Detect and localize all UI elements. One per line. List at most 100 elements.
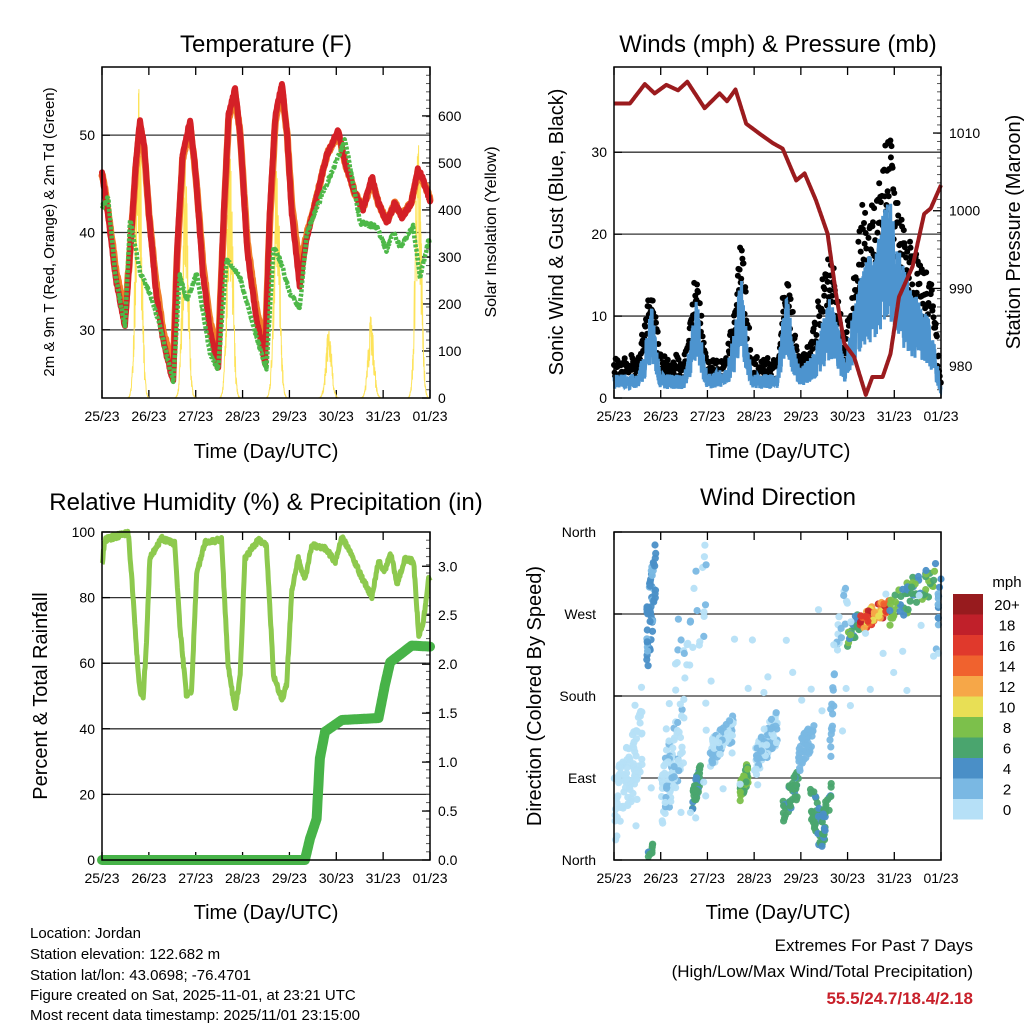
gust-point — [932, 321, 939, 327]
gust-point — [787, 296, 794, 302]
x-tick-label: 31/23 — [366, 870, 401, 886]
direction-ylabel: Direction (Colored By Speed) — [524, 566, 546, 826]
direction-point — [686, 618, 694, 626]
temperature-2m-line — [99, 81, 433, 384]
gust-point — [824, 278, 831, 285]
legend-swatch — [953, 758, 983, 779]
direction-point — [764, 673, 772, 681]
extremes-values: 55.5/24.7/18.4/2.18 — [826, 989, 973, 1008]
direction-point — [891, 598, 900, 606]
direction-point — [744, 684, 752, 693]
direction-point — [914, 572, 923, 581]
gust-point — [649, 297, 656, 304]
direction-point — [658, 817, 666, 825]
gust-point — [885, 193, 892, 200]
gust-point — [858, 261, 865, 268]
y-right-tick-label: 400 — [438, 202, 462, 218]
direction-point — [891, 591, 899, 599]
winds-plot-frame — [613, 66, 942, 399]
direction-point — [752, 765, 760, 773]
direction-point — [623, 763, 631, 772]
direction-point — [838, 727, 847, 735]
direction-point — [934, 594, 942, 603]
gust-point — [820, 308, 827, 315]
footer-location: Location: Jordan — [30, 925, 141, 942]
legend-swatch — [953, 655, 983, 676]
direction-point — [795, 755, 804, 763]
direction-point — [906, 597, 914, 605]
direction-point — [701, 541, 709, 549]
direction-point — [837, 634, 846, 642]
direction-point — [692, 567, 700, 575]
x-tick-label: 26/23 — [131, 870, 166, 886]
gust-point — [694, 281, 700, 288]
direction-point — [757, 747, 766, 755]
direction-point — [644, 853, 653, 861]
gust-point — [675, 356, 682, 363]
direction-point — [811, 820, 819, 828]
direction-point — [650, 598, 658, 606]
direction-point — [772, 739, 781, 747]
legend-swatch — [953, 635, 983, 656]
legend-label: 20+ — [994, 597, 1020, 614]
gust-point — [907, 238, 913, 245]
y-tick-label: 30 — [79, 322, 95, 338]
gust-point — [887, 137, 894, 144]
gust-point — [862, 230, 869, 236]
legend-swatch — [953, 799, 983, 820]
direction-point — [633, 776, 641, 784]
station-pressure-line — [612, 79, 943, 397]
y-right-tick-label: 300 — [438, 249, 462, 265]
gust-point — [813, 332, 820, 338]
temperature-title: Temperature (F) — [180, 31, 352, 58]
x-tick-label: 28/23 — [225, 408, 260, 424]
gust-point — [739, 255, 746, 262]
direction-point — [908, 589, 916, 598]
direction-point — [772, 722, 780, 730]
direction-point — [819, 810, 827, 818]
direction-point — [623, 775, 631, 783]
direction-point — [693, 794, 701, 802]
direction-point — [652, 549, 660, 558]
sonic-wind-line — [612, 203, 943, 396]
direction-point — [646, 617, 654, 626]
x-tick-label: 30/23 — [319, 408, 354, 424]
direction-point — [668, 774, 676, 782]
y-right-tick-label: 200 — [438, 296, 462, 312]
direction-point — [630, 738, 638, 746]
direction-point — [615, 761, 624, 769]
y-tick-label: 0 — [87, 852, 95, 868]
direction-point — [864, 617, 872, 625]
gust-point — [916, 280, 923, 287]
direction-point — [791, 793, 799, 801]
direction-point — [700, 632, 708, 641]
legend-label: 12 — [999, 679, 1016, 696]
winds-series — [611, 79, 944, 397]
direction-point — [742, 778, 750, 786]
direction-point — [619, 802, 627, 811]
gust-point — [889, 164, 896, 171]
direction-point — [896, 607, 904, 615]
gust-point — [909, 281, 916, 288]
gust-point — [876, 180, 883, 187]
direction-point — [866, 685, 874, 694]
direction-point — [908, 583, 916, 591]
y-tick-label: 80 — [79, 590, 95, 606]
direction-point — [702, 792, 710, 800]
y-right-tick-label: 0 — [438, 390, 446, 406]
y-tick-label: 30 — [591, 144, 607, 160]
legend-swatch — [953, 614, 983, 635]
gust-point — [928, 281, 935, 288]
direction-point — [903, 686, 911, 695]
gust-point — [891, 190, 898, 196]
gust-point — [821, 286, 828, 293]
legend-label: 0 — [1003, 802, 1011, 819]
direction-point — [736, 788, 744, 796]
x-tick-label: 25/23 — [596, 408, 631, 424]
direction-point — [662, 746, 671, 754]
direction-point — [683, 661, 691, 669]
direction-point — [689, 643, 697, 652]
direction-point — [767, 715, 776, 724]
gust-point — [888, 143, 895, 150]
